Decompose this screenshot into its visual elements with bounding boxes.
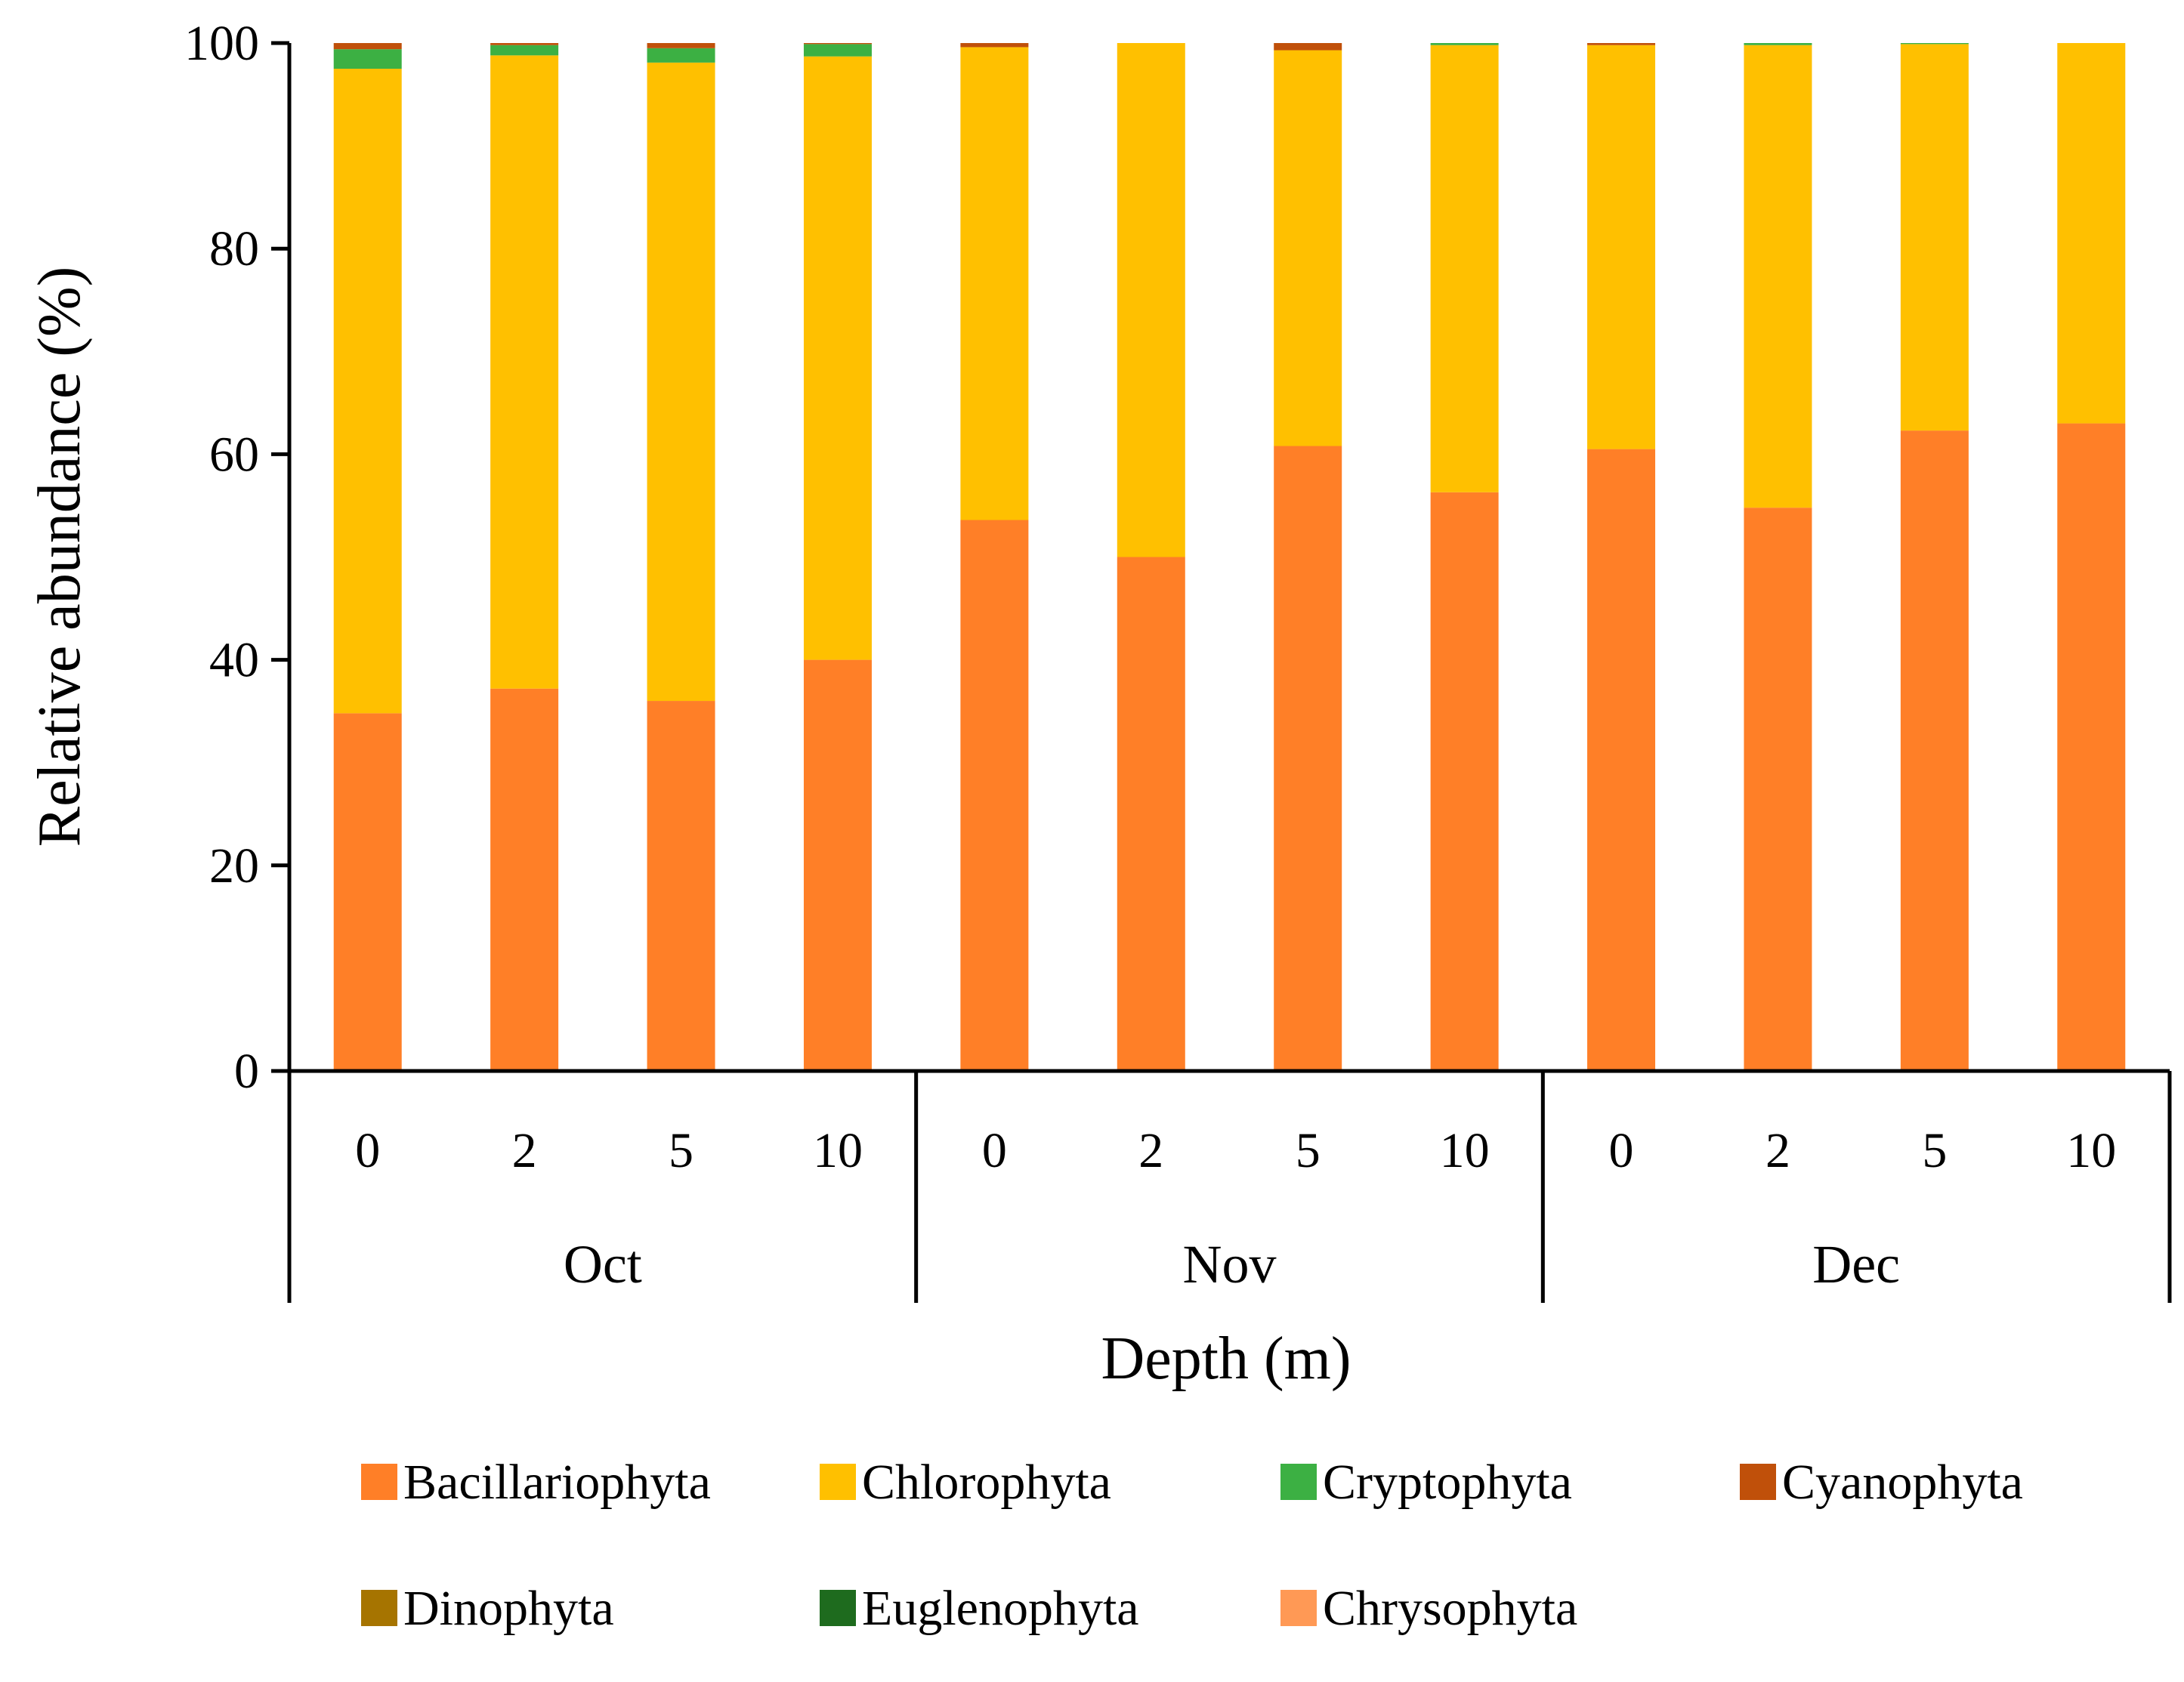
bar-segment-cyanophyta: [1274, 43, 1342, 51]
bar-segment-chlorophyta: [1117, 43, 1185, 557]
bar-segment-bacillariophyta: [1900, 431, 1969, 1071]
bar-segment-chlorophyta: [2057, 43, 2126, 424]
x-category-layer: 0 2 5 10 0 2 5 10 0 2 5 10: [355, 1123, 2116, 1178]
bar-segment-bacillariophyta: [647, 701, 715, 1071]
bar-segment-bacillariophyta: [490, 688, 559, 1071]
bar-segment-cryptophyta: [490, 45, 559, 56]
bar-segment-cyanophyta: [803, 43, 872, 45]
legend-swatch: [1280, 1464, 1317, 1500]
x-category-label: 0: [982, 1123, 1007, 1178]
legend-swatch: [1740, 1464, 1776, 1500]
legend-label: Chrysophyta: [1323, 1581, 1577, 1636]
bar-segment-chlorophyta: [490, 55, 559, 689]
bar-segment-cyanophyta: [490, 43, 559, 45]
group-label: Nov: [1183, 1234, 1277, 1295]
bar-segment-chlorophyta: [647, 62, 715, 702]
y-ticks-layer: 0 20 40 60 80 100: [184, 16, 289, 1099]
x-category-label: 2: [1765, 1123, 1790, 1178]
legend-label: Cryptophyta: [1323, 1455, 1572, 1510]
legend-label: Euglenophyta: [862, 1581, 1139, 1636]
bar-segment-bacillariophyta: [1430, 492, 1499, 1071]
x-category-label: 5: [669, 1123, 694, 1178]
bar-segment-bacillariophyta: [960, 520, 1029, 1071]
group-label: Oct: [564, 1234, 642, 1295]
y-tick-label: 80: [209, 221, 259, 276]
bar-segment-cyanophyta: [1587, 43, 1656, 45]
y-tick-label: 0: [234, 1044, 259, 1099]
legend-swatch: [1280, 1590, 1317, 1626]
bar-segment-bacillariophyta: [803, 659, 872, 1071]
bar-segment-chlorophyta: [1900, 44, 1969, 431]
bar-segment-chlorophyta: [333, 69, 402, 714]
bar-segment-cyanophyta: [647, 43, 715, 48]
y-tick-label: 60: [209, 427, 259, 482]
bar-segment-cryptophyta: [1430, 43, 1499, 45]
bar-segment-cryptophyta: [647, 48, 715, 63]
x-axis-title: Depth (m): [1101, 1326, 1351, 1392]
y-axis-title: Relative abundance (%): [26, 267, 93, 847]
bar-segment-bacillariophyta: [2057, 423, 2126, 1071]
x-category-label: 10: [2066, 1123, 2116, 1178]
x-category-label: 10: [1440, 1123, 1490, 1178]
bars-layer: [333, 43, 2126, 1071]
bar-segment-bacillariophyta: [1744, 508, 1812, 1071]
legend-label: Dinophyta: [403, 1581, 614, 1636]
legend-swatch: [820, 1590, 856, 1626]
bar-segment-chlorophyta: [803, 56, 872, 660]
x-category-label: 10: [813, 1123, 863, 1178]
bar-segment-chlorophyta: [1744, 45, 1812, 508]
x-category-label: 2: [512, 1123, 537, 1178]
bar-segment-cryptophyta: [333, 49, 402, 69]
x-category-label: 0: [355, 1123, 380, 1178]
bar-segment-cryptophyta: [803, 44, 872, 57]
y-tick-label: 40: [209, 633, 259, 688]
bar-segment-cryptophyta: [1744, 43, 1812, 45]
legend: Bacillariophyta Chlorophyta Cryptophyta Cya…: [361, 1455, 2023, 1636]
x-category-label: 5: [1296, 1123, 1321, 1178]
bar-segment-cyanophyta: [960, 43, 1029, 48]
bar-segment-bacillariophyta: [1117, 557, 1185, 1071]
legend-swatch: [361, 1464, 397, 1500]
bar-segment-cryptophyta: [1900, 43, 1969, 45]
bar-segment-bacillariophyta: [1587, 449, 1656, 1071]
bar-segment-chlorophyta: [960, 47, 1029, 520]
legend-swatch: [361, 1590, 397, 1626]
x-category-label: 0: [1609, 1123, 1634, 1178]
bar-segment-chlorophyta: [1430, 45, 1499, 492]
bar-segment-chlorophyta: [1274, 50, 1342, 446]
group-layer: Oct Nov Dec: [287, 1071, 2172, 1303]
legend-label: Cyanophyta: [1782, 1455, 2023, 1510]
y-tick-label: 20: [209, 838, 259, 893]
y-tick-label: 100: [184, 16, 259, 71]
x-category-label: 5: [1922, 1123, 1947, 1178]
legend-swatch: [820, 1464, 856, 1500]
bar-segment-chlorophyta: [1587, 45, 1656, 449]
bar-segment-cyanophyta: [333, 43, 402, 50]
x-category-label: 2: [1138, 1123, 1163, 1178]
bar-segment-bacillariophyta: [333, 713, 402, 1071]
legend-label: Chlorophyta: [862, 1455, 1111, 1510]
legend-label: Bacillariophyta: [403, 1455, 711, 1510]
bar-segment-bacillariophyta: [1274, 446, 1342, 1071]
group-label: Dec: [1812, 1234, 1900, 1295]
axes-layer: [287, 43, 2170, 1073]
